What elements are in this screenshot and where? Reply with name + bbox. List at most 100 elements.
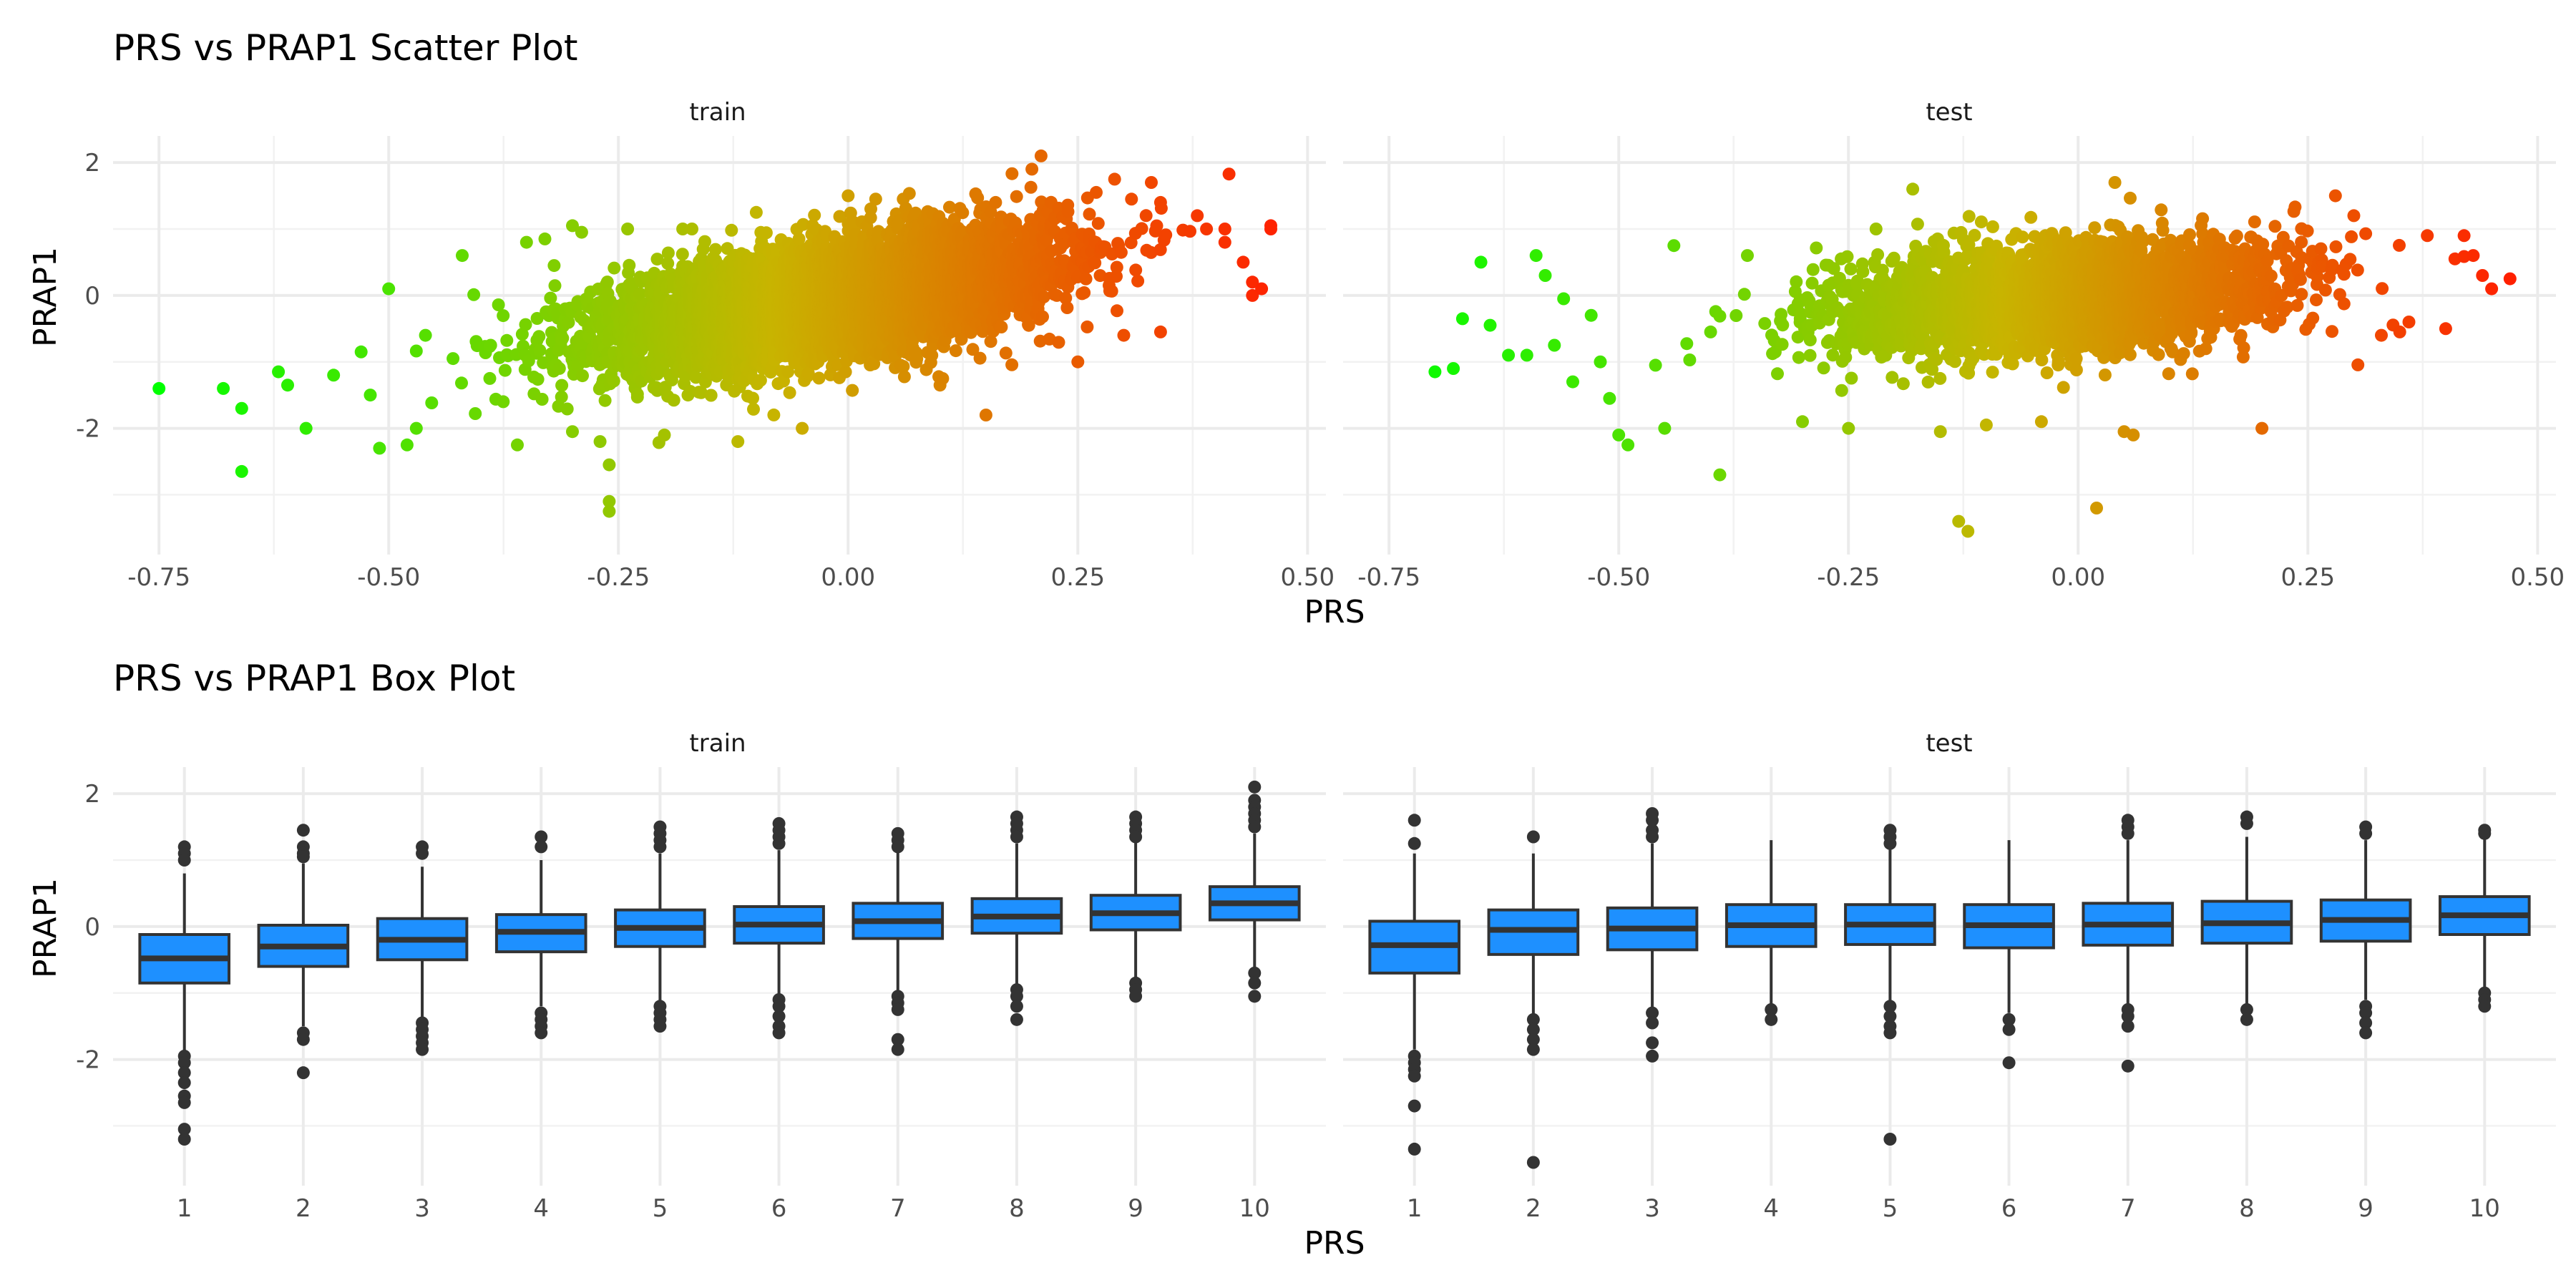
scatter-point — [382, 282, 396, 296]
scatter-point — [725, 223, 738, 237]
scatter-point — [608, 261, 621, 275]
scatter-panel-train: -0.75 -0.50 -0.25 0.00 0.25 0.50 — [113, 136, 1335, 592]
scatter-point — [538, 232, 552, 245]
scatter-point — [676, 223, 690, 235]
scatter-point — [419, 328, 432, 342]
scatter-point — [633, 287, 647, 301]
scatter-point — [373, 441, 386, 455]
scatter-point — [409, 421, 423, 435]
scatter-point — [455, 376, 468, 390]
scatter-points-train — [152, 149, 1277, 518]
scatter-point — [530, 312, 544, 325]
scatter-point — [469, 407, 482, 420]
scatter-point — [556, 331, 570, 345]
scatter-point — [686, 223, 698, 235]
scatter-point — [483, 371, 497, 385]
scatter-point — [593, 435, 607, 449]
scatter-plot: PRS vs PRAP1 Scatter Plot train test -0.… — [27, 27, 2565, 630]
scatter-point — [555, 390, 568, 404]
scatter-point — [327, 369, 341, 382]
scatter-point — [547, 259, 561, 273]
scatter-point — [152, 381, 166, 395]
scatter-point — [846, 384, 859, 397]
scatter-point — [409, 344, 423, 358]
scatter-point — [630, 387, 644, 401]
scatter-point — [531, 373, 545, 386]
scatter-point — [544, 291, 557, 305]
scatter-point — [548, 279, 562, 293]
scatter-point — [661, 257, 675, 270]
scatter-point — [704, 389, 718, 402]
scatter-point — [621, 223, 635, 235]
scatter-point — [747, 402, 760, 416]
scatter-point — [456, 249, 469, 263]
scatter-point — [562, 316, 575, 329]
scatter-point — [600, 275, 614, 289]
scatter-point — [841, 189, 855, 203]
scatter-point — [364, 389, 377, 402]
scatter-point — [532, 330, 546, 343]
scatter-point — [447, 352, 460, 366]
scatter-point — [731, 435, 745, 449]
scatter-point — [235, 401, 248, 415]
scatter-point — [511, 438, 524, 452]
scatter-point — [869, 192, 882, 206]
scatter-point — [497, 309, 510, 323]
scatter-point — [783, 386, 796, 399]
scatter-point — [623, 258, 636, 272]
scatter-point — [667, 394, 680, 407]
scatter-strip-label-train: train — [689, 98, 746, 127]
scatter-point — [400, 438, 414, 452]
scatter-strip-label-test: test — [1926, 98, 1972, 127]
scatter-point — [607, 374, 620, 388]
scatter-point — [812, 371, 826, 385]
scatter-point — [576, 369, 589, 383]
scatter-point — [467, 288, 481, 301]
scatter-point — [519, 235, 533, 249]
scatter-point — [808, 208, 821, 222]
scatter-point — [500, 333, 514, 347]
scatter-point — [555, 379, 569, 392]
scatter-point — [598, 394, 612, 407]
scatter-point — [910, 352, 924, 366]
scatter-point — [602, 494, 616, 508]
scatter-point — [708, 243, 722, 256]
scatter-point — [902, 187, 916, 200]
scatter-point — [602, 458, 616, 472]
scatter-point — [217, 381, 230, 395]
scatter-point — [749, 205, 763, 219]
scatter-point — [746, 391, 759, 405]
scatter-point — [519, 318, 532, 331]
scatter-point — [575, 225, 588, 239]
scatter-plot-title: PRS vs PRAP1 Scatter Plot — [113, 27, 578, 69]
scatter-point — [698, 235, 711, 248]
scatter-point — [661, 246, 675, 260]
scatter-point — [497, 395, 510, 409]
scatter-point — [759, 226, 773, 240]
scatter-point — [281, 379, 294, 392]
scatter-point — [535, 393, 549, 406]
scatter-point — [533, 343, 547, 357]
scatter-point — [650, 253, 664, 266]
scatter-point — [515, 328, 529, 341]
scatter-point — [796, 421, 809, 435]
scatter-point — [552, 361, 566, 375]
scatter-point — [354, 345, 368, 358]
scatter-point — [498, 364, 512, 377]
scatter-point — [897, 370, 911, 384]
scatter-point — [235, 464, 248, 478]
scatter-point — [694, 386, 708, 399]
scatter-point — [753, 374, 767, 387]
scatter-point — [675, 248, 689, 261]
scatter-point — [566, 425, 579, 439]
scatter-point — [602, 504, 616, 518]
scatter-point — [272, 365, 286, 379]
scatter-point — [492, 298, 505, 311]
scatter-point — [560, 402, 574, 416]
scatter-point — [658, 428, 671, 441]
scatter-point — [484, 338, 497, 352]
scatter-point — [425, 396, 439, 409]
scatter-point — [566, 219, 579, 233]
